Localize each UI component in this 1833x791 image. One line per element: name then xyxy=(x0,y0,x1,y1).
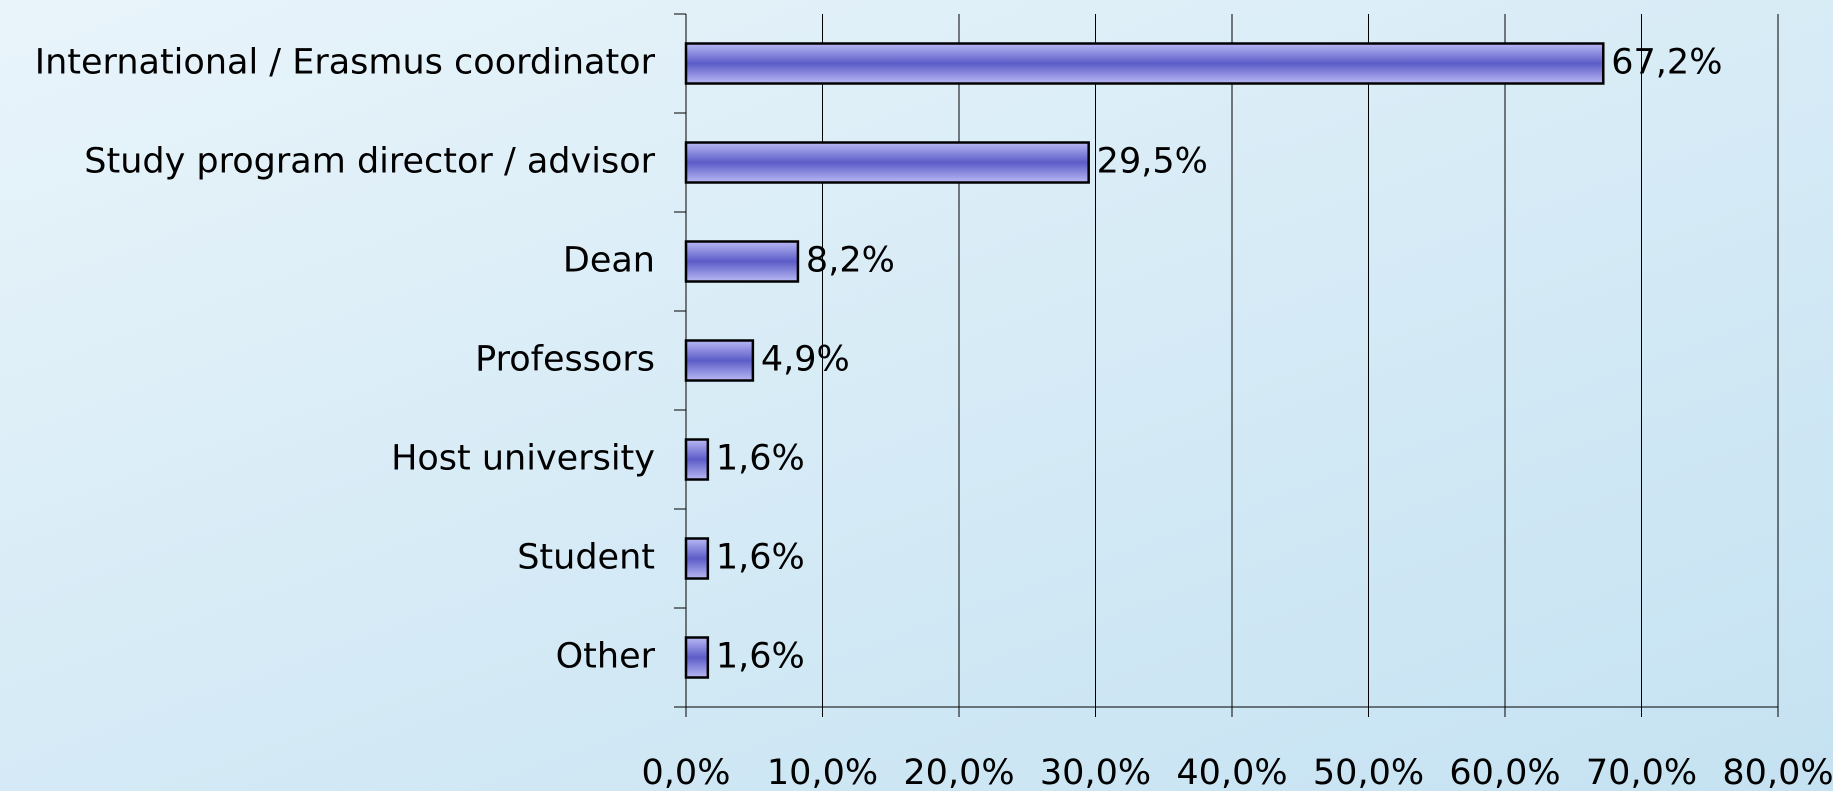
bar xyxy=(686,341,753,381)
value-label: 8,2% xyxy=(806,241,895,281)
x-tick-label: 40,0% xyxy=(1176,753,1287,791)
bar xyxy=(686,44,1603,84)
value-label: 4,9% xyxy=(761,340,850,380)
bar xyxy=(686,539,708,579)
chart: 0,0% 10,0% 20,0% 30,0% 40,0% 50,0% 60,0% 70,0% 8… xyxy=(0,0,1833,791)
y-tick-label: Other xyxy=(556,637,656,677)
value-label: 29,5% xyxy=(1097,142,1208,182)
value-label: 67,2% xyxy=(1611,43,1722,83)
x-tick-label: 10,0% xyxy=(767,753,878,791)
bar xyxy=(686,143,1089,183)
y-tick-label: Student xyxy=(517,538,655,578)
bar xyxy=(686,242,798,282)
x-tick-label: 50,0% xyxy=(1313,753,1424,791)
y-tick-label: Dean xyxy=(563,241,655,281)
page: {"chart_data": {"type": "bar", "orientat… xyxy=(0,0,1833,791)
bar xyxy=(686,638,708,678)
value-label: 1,6% xyxy=(716,637,805,677)
x-tick-label: 80,0% xyxy=(1722,753,1833,791)
y-tick-label: Study program director / advisor xyxy=(84,142,655,182)
y-tick-label: International / Erasmus coordinator xyxy=(35,43,656,83)
value-label: 1,6% xyxy=(716,538,805,578)
x-tick-label: 30,0% xyxy=(1040,753,1151,791)
value-label: 1,6% xyxy=(716,439,805,479)
x-tick-label: 70,0% xyxy=(1586,753,1697,791)
y-tick-label: Host university xyxy=(391,439,655,479)
x-tick-label: 60,0% xyxy=(1449,753,1560,791)
x-tick-label: 20,0% xyxy=(903,753,1014,791)
bar xyxy=(686,440,708,480)
x-tick-label: 0,0% xyxy=(642,753,731,791)
y-tick-label: Professors xyxy=(475,340,655,380)
